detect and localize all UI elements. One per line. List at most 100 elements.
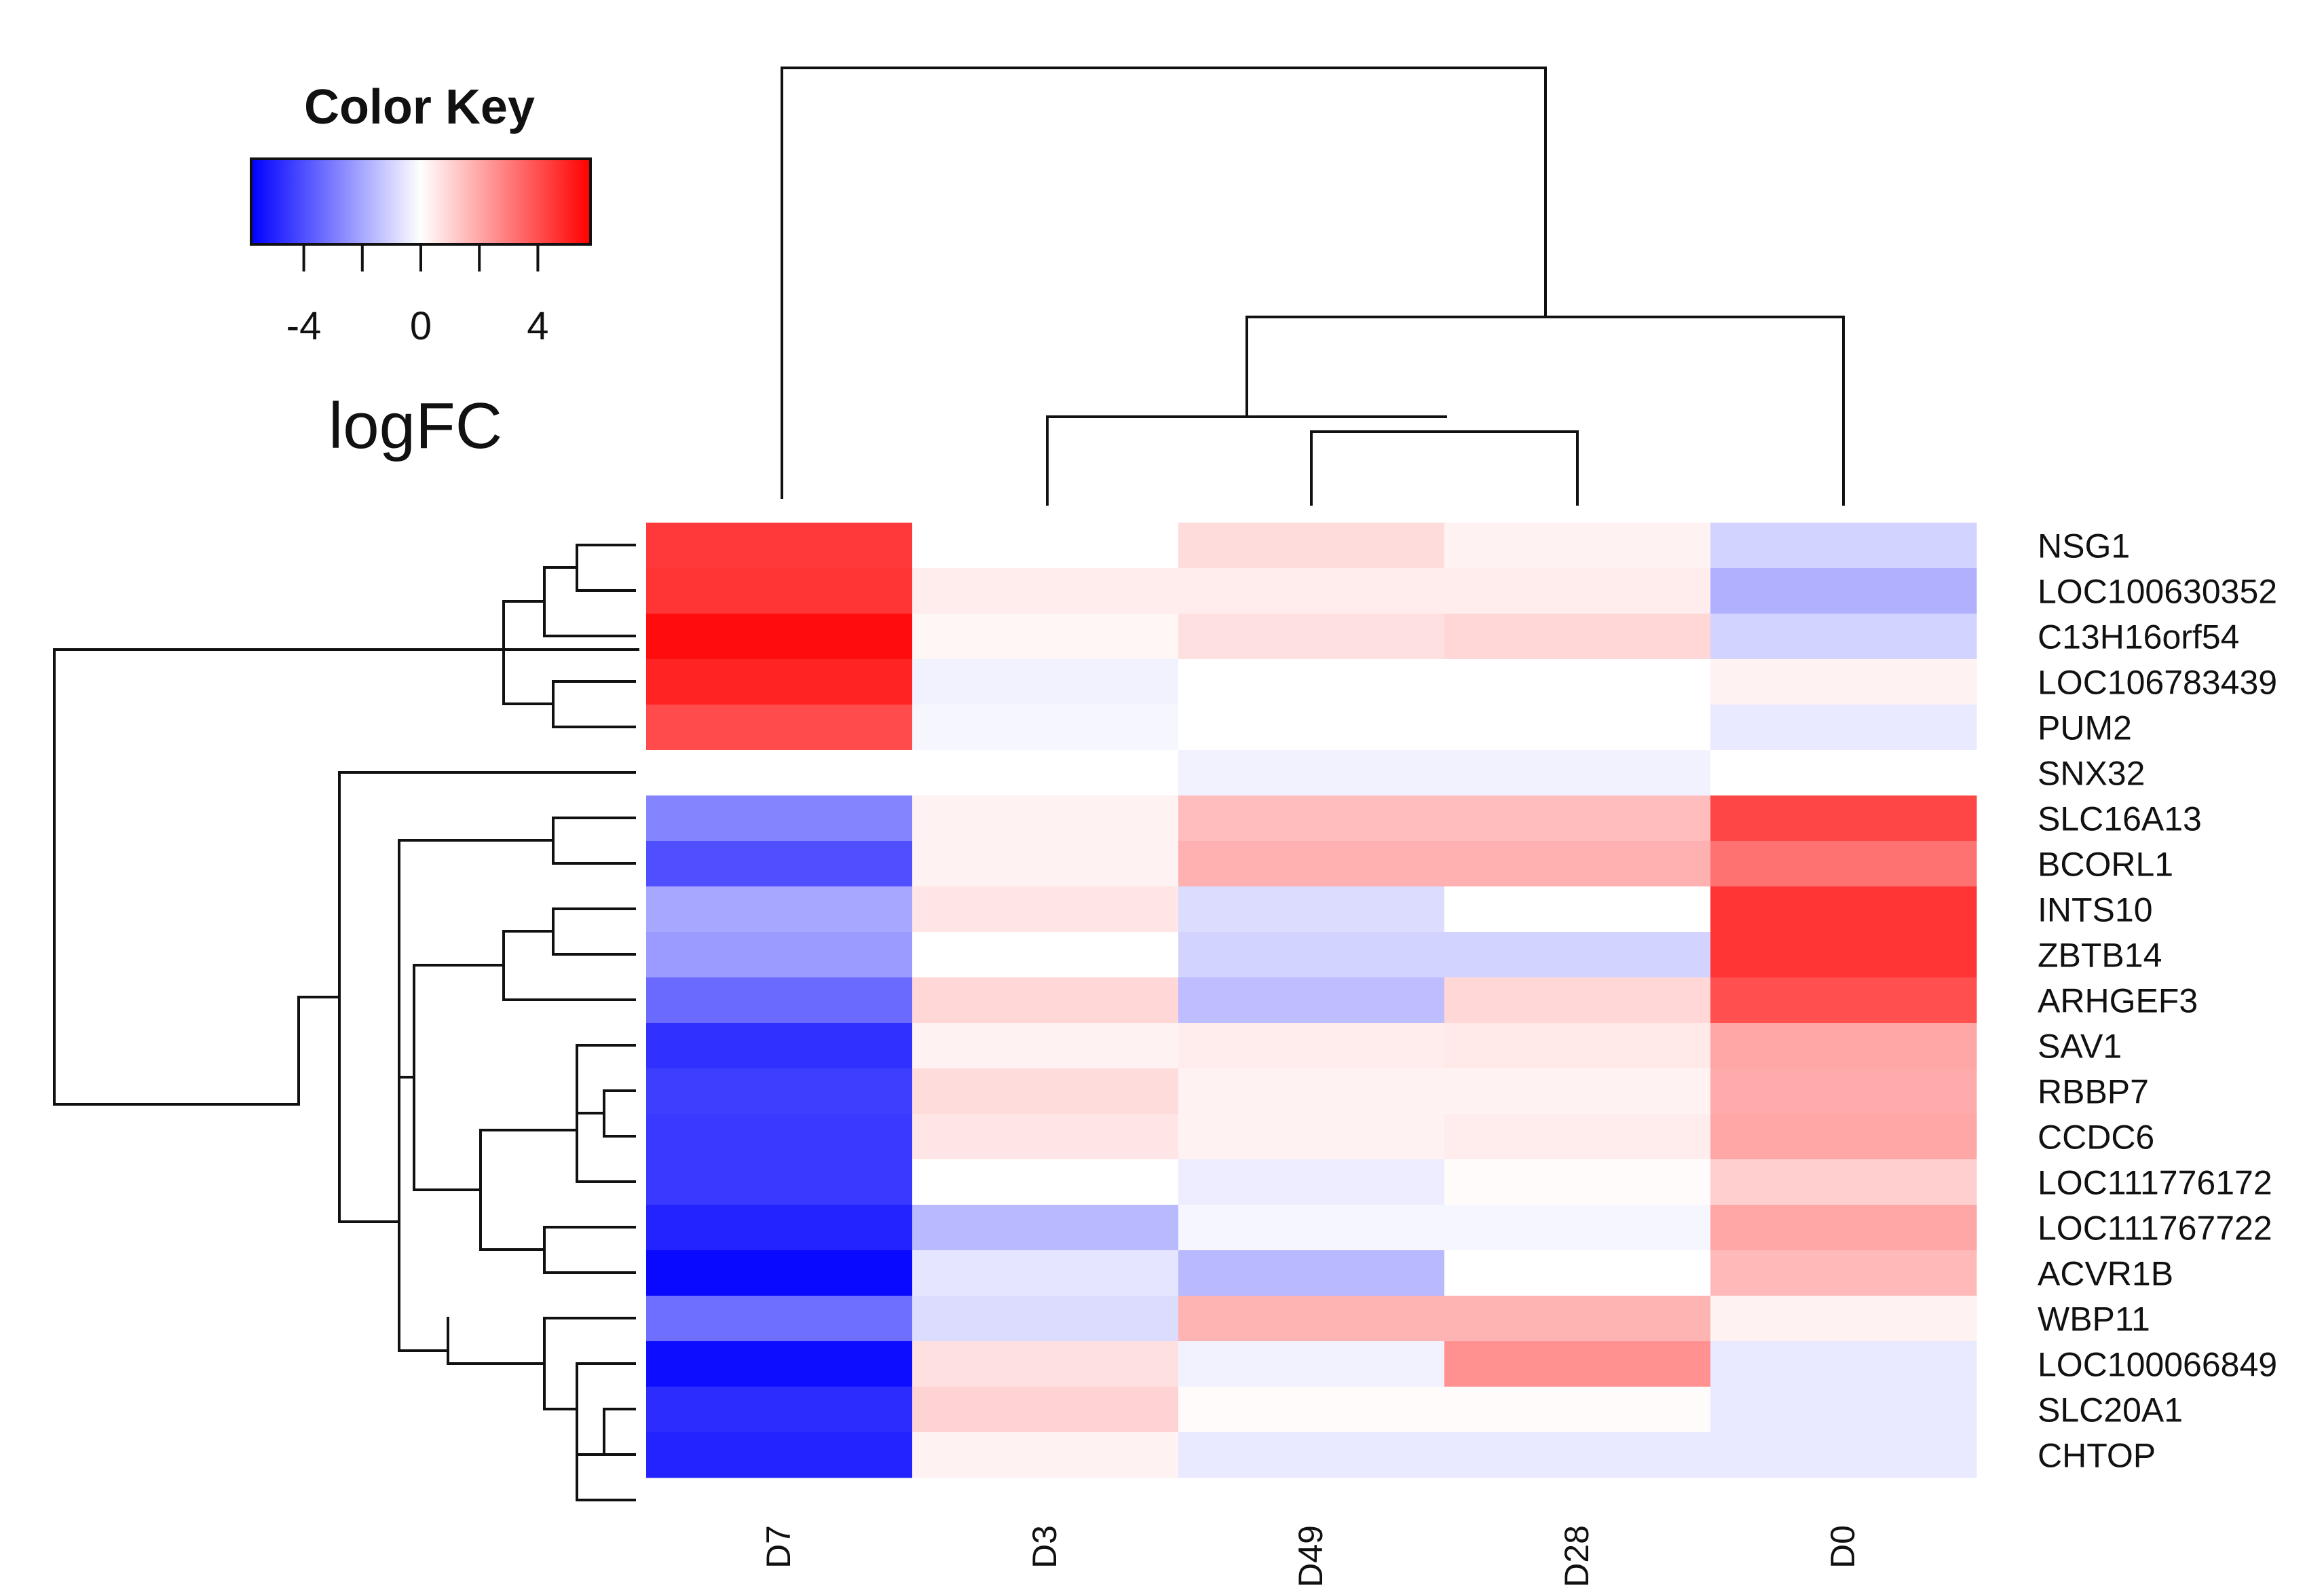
column-label: D7 (760, 1525, 798, 1569)
heatmap-cell (1444, 977, 1711, 1024)
heatmap-cell (1444, 1159, 1711, 1205)
row-label: NSG1 (2038, 527, 2130, 565)
color-key-tick-label: -4 (286, 304, 322, 348)
row-dendro-bot-8 (479, 1129, 578, 1251)
heatmap-cell (912, 841, 1179, 887)
heatmap-cell (646, 977, 913, 1024)
heatmap-cell (1178, 886, 1445, 933)
heatmap-cell (646, 1205, 913, 1251)
row-label: ACVR1B (2038, 1255, 2173, 1293)
heatmap-cell (1178, 614, 1445, 660)
heatmap-cell (912, 1432, 1179, 1478)
heatmap-cell (1444, 1341, 1711, 1387)
heatmap-cell (646, 705, 913, 751)
heatmap-cell (1178, 1296, 1445, 1342)
col-dendro-d49-d28 (1310, 430, 1579, 506)
heatmap-cell (1710, 841, 1977, 887)
row-label: CHTOP (2038, 1437, 2156, 1475)
heatmap-cell (1710, 1387, 1977, 1433)
row-dendro-bot-12 (603, 1408, 636, 1456)
heatmap-cell (1710, 614, 1977, 660)
heatmap-cell (646, 614, 913, 660)
color-key: Color Key -4 0 4 logFC (250, 80, 592, 462)
heatmap-cell (1178, 1159, 1445, 1205)
col-dendro-d0-join (1245, 316, 1845, 506)
heatmap-cell (912, 1250, 1179, 1296)
row-label: INTS10 (2038, 891, 2153, 929)
heatmap-cell (1444, 705, 1711, 751)
heatmap-cell (1710, 1068, 1977, 1114)
heatmap-cell (646, 1114, 913, 1160)
heatmap-cell (1710, 1341, 1977, 1387)
heatmap-cell (646, 1023, 913, 1069)
heatmap-cell (912, 659, 1179, 705)
row-label: SLC16A13 (2038, 800, 2202, 838)
row-label: LOC100630352 (2038, 573, 2277, 611)
heatmap-cell (646, 568, 913, 614)
heatmap-cell (1178, 705, 1445, 751)
heatmap-cell (1178, 841, 1445, 887)
row-dendro-bot-6 (576, 1078, 636, 1183)
row-dendro-bot-4 (603, 1089, 636, 1138)
row-dendro-bot-9 (413, 964, 505, 1191)
row-label: BCORL1 (2038, 846, 2173, 884)
column-label: D0 (1824, 1525, 1862, 1569)
heatmap-cell (646, 1432, 913, 1478)
row-labels: NSG1 LOC100630352 C13H16orf54 LOC106783439 P… (2038, 527, 2277, 1475)
heatmap-cell (912, 1114, 1179, 1160)
row-label: LOC100066849 (2038, 1346, 2277, 1384)
row-dendro-bot-7 (543, 1226, 636, 1274)
heatmap-cell (1444, 659, 1711, 705)
row-dendro-bot-2 (552, 907, 636, 956)
heatmap-cell (1444, 614, 1711, 660)
row-label: C13H16orf54 (2038, 618, 2239, 656)
heatmap-cell (912, 1068, 1179, 1114)
row-dendro-top-4 (502, 600, 555, 705)
row-label: ZBTB14 (2038, 937, 2162, 975)
column-label: D49 (1292, 1525, 1330, 1588)
col-dendro-root (781, 67, 1547, 499)
color-key-ticks: -4 0 4 (286, 244, 549, 348)
heatmap-cell (1178, 659, 1445, 705)
heatmap-cell (1178, 1387, 1445, 1433)
heatmap-cell (1710, 1023, 1977, 1069)
heatmap-cell (1178, 932, 1445, 978)
heatmap-cell (1710, 1159, 1977, 1205)
row-dendro-bot-14 (447, 1317, 546, 1365)
heatmap-cell (912, 932, 1179, 978)
heatmap-cell (1444, 1250, 1711, 1296)
heatmap-cell (912, 977, 1179, 1024)
heatmap-cell (1710, 1205, 1977, 1251)
heatmap-cell (1178, 523, 1445, 569)
heatmap-cell (1710, 886, 1977, 933)
row-dendro-bot-15 (576, 1453, 636, 1501)
heatmap-cell (912, 1341, 1179, 1387)
row-label: RBBP7 (2038, 1073, 2149, 1111)
row-dendrogram (53, 544, 639, 1501)
heatmap-cell (1178, 1205, 1445, 1251)
row-dendro-bot-1 (552, 817, 636, 865)
heatmap-cell (1178, 1432, 1445, 1478)
heatmap-cell (1710, 977, 1977, 1024)
row-label: ARHGEF3 (2038, 982, 2198, 1020)
row-label: PUM2 (2038, 709, 2132, 747)
row-dendro-bot-16 (398, 1076, 449, 1352)
row-label: WBP11 (2038, 1300, 2150, 1338)
heatmap-cell (1710, 705, 1977, 751)
col-dendro-d3-join (1046, 415, 1447, 506)
column-label: D3 (1026, 1525, 1064, 1569)
heatmap-cell (1444, 1023, 1711, 1069)
heatmap-cell (1444, 886, 1711, 933)
heatmap-cell (912, 705, 1179, 751)
heatmap-cell (646, 932, 913, 978)
row-label: SNX32 (2038, 755, 2145, 793)
heatmap-cell (646, 1387, 913, 1433)
row-label: SLC20A1 (2038, 1391, 2183, 1429)
heatmap-cell (1444, 568, 1711, 614)
heatmap-cell (1710, 523, 1977, 569)
color-key-axis-label: logFC (329, 390, 502, 462)
heatmap-cell (646, 1296, 913, 1342)
heatmap-cell (1710, 659, 1977, 705)
heatmap-cell (912, 614, 1179, 660)
